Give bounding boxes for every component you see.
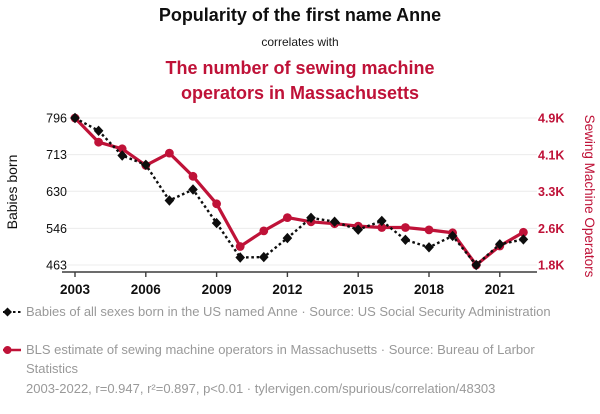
stats-and-source-footer: 2003-2022, r=0.947, r²=0.897, p<0.01 · t… [26, 381, 496, 396]
svg-text:2.6K: 2.6K [538, 222, 564, 236]
svg-text:546: 546 [46, 222, 67, 236]
line-chart-canvas: 2003 2006 2009 2012 2015 2018 2021 796 713 630 546… [4, 112, 597, 298]
svg-text:2012: 2012 [272, 282, 302, 297]
red-circle-solid-line-icon [3, 346, 21, 354]
svg-text:2018: 2018 [414, 282, 445, 297]
gridlines [62, 117, 537, 266]
chart-title: Popularity of the first name Anne [158, 5, 442, 25]
svg-text:630: 630 [46, 185, 67, 199]
svg-text:4.9K: 4.9K [538, 112, 564, 126]
svg-text:463: 463 [46, 259, 67, 273]
svg-text:3.3K: 3.3K [538, 185, 564, 199]
svg-text:2003: 2003 [60, 282, 91, 297]
svg-text:1.8K: 1.8K [538, 259, 564, 273]
svg-text:4.1K: 4.1K [538, 148, 564, 162]
chart-secondary-title: The number of sewing machine operators i… [165, 58, 435, 103]
svg-text:2006: 2006 [131, 282, 162, 297]
black-diamond-dashed-line-icon [3, 307, 21, 317]
svg-text:713: 713 [46, 148, 67, 162]
right-y-axis: 4.9K 4.1K 3.3K 2.6K 1.8K Sewing Machine Opera… [538, 112, 597, 278]
svg-text:Babies born: Babies born [4, 155, 20, 230]
chart-header: Popularity of the first name Anne correl… [0, 0, 600, 106]
legend-item-label: Babies of all sexes born in the US named… [26, 304, 551, 319]
svg-text:Sewing Machine Operators: Sewing Machine Operators [582, 115, 597, 278]
series-anne-babies [70, 112, 529, 271]
left-y-axis: 796 713 630 546 463 Babies born [4, 112, 67, 273]
legend-item-label: BLS estimate of sewing machine operators… [26, 342, 535, 376]
legend-item-bls: BLS estimate of sewing machine operators… [3, 340, 573, 378]
svg-text:796: 796 [46, 112, 67, 126]
legend-item-anne: Babies of all sexes born in the US named… [3, 302, 573, 321]
svg-text:2009: 2009 [202, 282, 232, 297]
svg-text:2015: 2015 [343, 282, 374, 297]
chart-subtitle: correlates with [261, 35, 339, 49]
svg-text:2021: 2021 [485, 282, 516, 297]
x-axis: 2003 2006 2009 2012 2015 2018 2021 [60, 271, 537, 297]
